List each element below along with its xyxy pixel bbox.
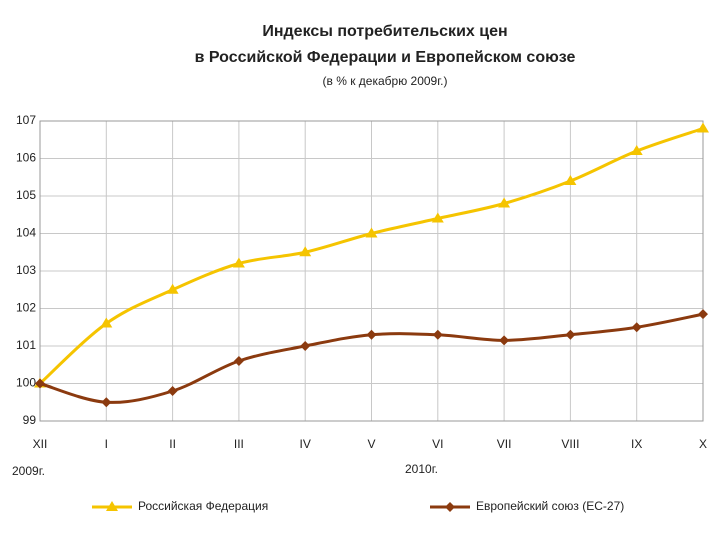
marker [565, 329, 576, 340]
marker [431, 212, 444, 223]
marker [299, 246, 312, 257]
chart-subtitle: (в % к декабрю 2009г.) [323, 74, 448, 88]
marker [167, 386, 178, 396]
marker [35, 378, 45, 389]
x-tick-label: VIII [561, 437, 579, 451]
chart-title: Индексы потребительских цен [262, 23, 507, 40]
marker [101, 397, 112, 408]
marker [564, 175, 577, 185]
marker [166, 283, 179, 294]
x-tick-label: III [234, 437, 244, 451]
x-tick-label: IX [631, 437, 642, 451]
y-tick-label: 103 [16, 263, 36, 277]
marker [630, 145, 643, 155]
x-tick-label: VII [497, 437, 512, 451]
annotation: 2009г. [12, 464, 45, 478]
marker [233, 356, 244, 366]
marker [698, 309, 708, 320]
legend-label: Российская Федерация [138, 499, 268, 513]
x-tick-label: I [105, 437, 108, 451]
y-tick-label: 106 [16, 151, 36, 165]
annotation: 2010г. [405, 462, 438, 476]
x-tick-label: II [169, 437, 176, 451]
marker [366, 329, 377, 340]
y-tick-label: 100 [16, 376, 36, 390]
y-tick-label: 102 [16, 301, 36, 315]
legend-label: Европейский союз (ЕС-27) [476, 499, 624, 513]
marker [232, 257, 245, 268]
y-tick-label: 107 [16, 113, 36, 127]
marker [498, 197, 511, 208]
x-tick-label: V [367, 437, 375, 451]
marker [697, 122, 709, 133]
x-tick-label: X [699, 437, 707, 451]
plot-border [39, 120, 704, 422]
x-tick-label: IV [300, 437, 311, 451]
marker [106, 501, 118, 511]
y-tick-label: 101 [16, 338, 36, 352]
y-tick-label: 105 [16, 188, 36, 202]
chart-title: в Российской Федерации и Европейском сою… [195, 49, 576, 66]
y-tick-label: 104 [16, 226, 36, 240]
y-tick-label: 99 [23, 413, 37, 427]
marker [365, 227, 378, 238]
x-tick-label: VI [432, 437, 443, 451]
x-tick-label: XII [33, 437, 48, 451]
marker [631, 322, 642, 333]
marker [300, 341, 311, 351]
marker [100, 317, 113, 328]
marker [499, 335, 510, 346]
marker [432, 329, 443, 340]
marker [445, 502, 455, 512]
